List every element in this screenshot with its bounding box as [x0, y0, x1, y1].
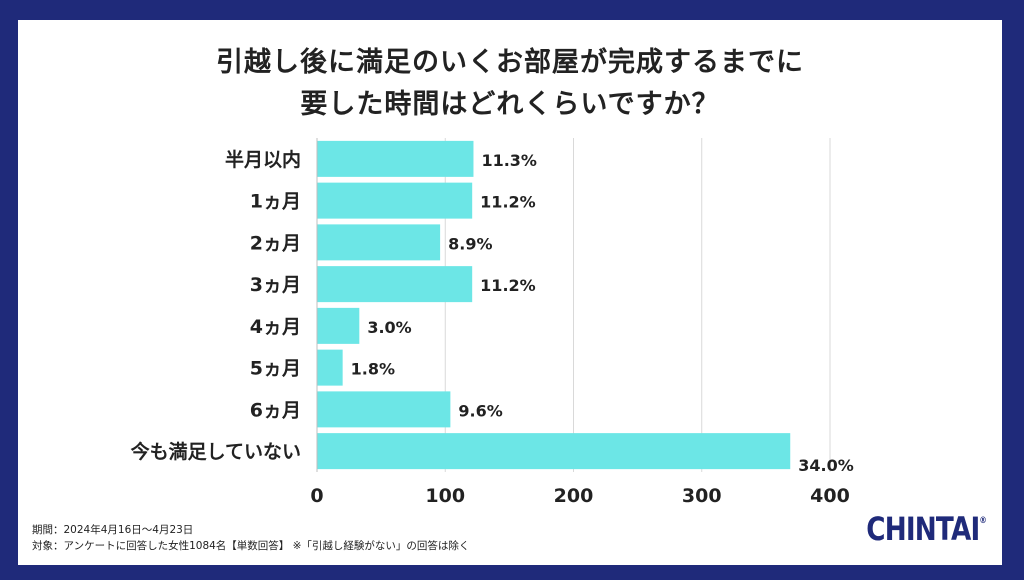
bar-2 — [317, 224, 441, 261]
chart-title-line-1: 引越し後に満足のいくお部屋が完成するまでに — [216, 47, 804, 78]
footnote-period: 期間：2024年4月16日〜4月23日 — [32, 524, 194, 536]
x-tick-label-2: 200 — [554, 485, 594, 507]
logo-registered-mark: ® — [979, 516, 986, 526]
bar-5 — [317, 349, 343, 386]
chart-title: 引越し後に満足のいくお部屋が完成するまでに 要した時間はどれくらいですか？ — [18, 42, 1002, 126]
data-label-5: 1.8% — [351, 360, 395, 379]
category-label-6: 6ヵ月 — [250, 399, 301, 421]
data-label-1: 11.2% — [480, 193, 536, 212]
chart-card: 引越し後に満足のいくお部屋が完成するまでに 要した時間はどれくらいですか？ 0 1… — [18, 20, 1002, 565]
category-label-0: 半月以内 — [225, 148, 301, 171]
bar-4 — [317, 307, 360, 344]
data-label-2: 8.9% — [448, 234, 492, 253]
bar-0 — [317, 140, 474, 177]
category-label-4: 4ヵ月 — [250, 316, 301, 338]
x-tick-label-1: 100 — [425, 485, 465, 507]
bar-3 — [317, 266, 473, 303]
logo-text: CHINTAI — [866, 510, 980, 548]
bar-6 — [317, 391, 451, 428]
bar-chart: 0 100 200 300 400 半月以内 11.3% 1ヵ月 11.2% 2ヵ月 8.9% 3ヵ月… — [130, 138, 854, 507]
data-label-4: 3.0% — [367, 318, 411, 337]
bar-1 — [317, 182, 473, 219]
category-label-7: 今も満足していない — [130, 440, 301, 463]
bar-7 — [317, 433, 791, 470]
data-label-7: 34.0% — [798, 456, 854, 475]
category-label-2: 2ヵ月 — [250, 232, 301, 254]
x-tick-label-4: 400 — [810, 485, 850, 507]
data-label-6: 9.6% — [458, 401, 502, 420]
data-label-3: 11.2% — [480, 276, 536, 295]
chart-title-line-2: 要した時間はどれくらいですか？ — [300, 89, 720, 120]
category-label-5: 5ヵ月 — [250, 358, 301, 380]
footnote-target: 対象：アンケートに回答した女性1084名【単数回答】 ※「引越し経験がない」の回… — [32, 540, 470, 552]
category-label-3: 3ヵ月 — [250, 274, 301, 296]
category-label-1: 1ヵ月 — [250, 191, 301, 213]
x-tick-label-3: 300 — [682, 485, 722, 507]
chintai-logo: CHINTAI® — [866, 510, 987, 548]
data-label-0: 11.3% — [481, 151, 537, 170]
x-tick-label-0: 0 — [310, 485, 323, 507]
